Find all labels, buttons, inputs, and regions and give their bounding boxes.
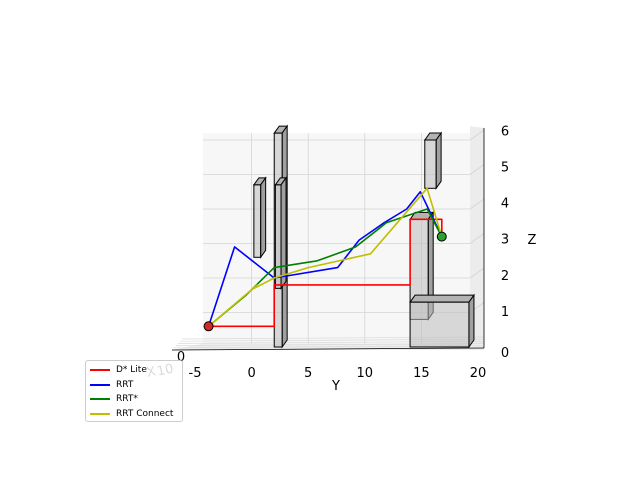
z-tick-label: 4 [501,197,509,212]
legend-swatch [90,412,110,415]
obstacle-side [468,293,475,349]
y-tick-label: 20 [470,366,487,381]
legend-item-rrt: RRT [90,378,178,393]
legend-item-rrt-connect: RRT Connect [90,407,178,422]
obstacle-front [409,301,470,348]
grid-line-z-side [469,129,485,141]
tick-labels: -5 0 5 10 15 20 0 1 2 3 4 5 6 [189,124,510,381]
x-axis-tick-label: 0 [177,350,185,365]
axis-panes [172,126,484,350]
y-axis-label: Y [331,379,340,394]
y-tick-label: 5 [304,366,312,381]
legend-item-d-lite: D* Lite [90,363,178,378]
grid-line-z-side [469,267,485,279]
legend-label: RRT Connect [116,408,174,419]
z-tick-label: 3 [501,233,509,248]
legend-swatch [90,383,110,386]
obstacle-front [424,139,437,189]
series-line-rrt [207,191,443,327]
obstacle-front [274,184,282,289]
obstacles [252,124,475,349]
obstacle-side [280,176,287,290]
legend-item-rrt-: RRT* [90,392,178,407]
z-tick-label: 5 [501,161,509,176]
goal-marker [436,231,447,242]
series-line-d-lite [208,218,443,328]
obstacle-top [409,294,475,303]
legend-swatch [90,398,110,401]
y-tick-label: 15 [413,366,430,381]
grid-line-z-side [469,198,485,210]
z-tick-label: 6 [501,124,509,139]
legend-label: RRT* [116,394,138,405]
series-line-rrt-connect [208,187,443,327]
y-tick-label: -5 [189,366,202,381]
obstacle-side [435,131,442,190]
legend-label: RRT [116,379,134,390]
z-tick-label: 0 [501,346,509,361]
endpoint-markers [203,231,447,332]
side-pane [470,126,484,348]
path-series [207,187,443,328]
back-pane [202,133,471,344]
legend: D* Lite RRT RRT* RRT Connect [85,360,183,422]
z-tick-label: 2 [501,269,509,284]
y-axis-line [171,347,485,351]
legend-label: D* Lite [116,365,147,376]
obstacle-side [260,176,267,259]
grid-line-z-side [469,233,485,244]
y-tick-label: 0 [247,366,255,381]
z-tick-label: 1 [501,305,509,320]
obstacle-front [253,184,262,258]
start-marker [203,321,214,332]
legend-swatch [90,369,110,372]
z-axis-label: Z [528,233,537,248]
y-tick-label: 10 [357,366,374,381]
grid-line-z-side [469,164,485,175]
